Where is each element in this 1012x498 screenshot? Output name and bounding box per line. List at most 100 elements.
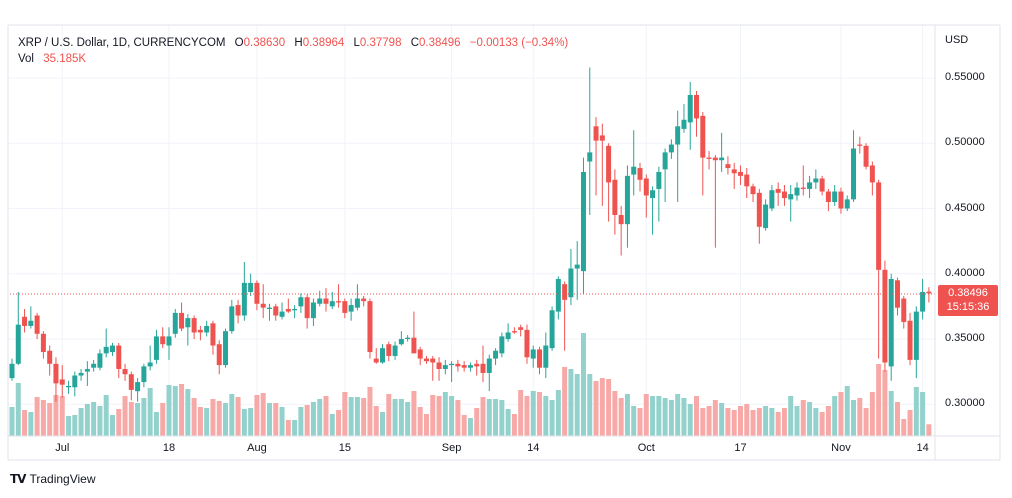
- candle-body: [342, 301, 348, 313]
- candle: [66, 380, 72, 394]
- volume-bar: [599, 378, 605, 436]
- candle-body: [273, 306, 279, 316]
- candle: [719, 132, 725, 172]
- candle-body: [851, 148, 857, 200]
- candle-body: [405, 337, 411, 339]
- volume-bar: [354, 397, 360, 436]
- volume-bar: [28, 412, 34, 436]
- volume-bar: [530, 391, 536, 436]
- candle: [423, 355, 429, 364]
- volume-bar: [486, 399, 492, 436]
- candle: [851, 130, 857, 202]
- candle-body: [863, 145, 869, 167]
- candle-body: [825, 191, 831, 202]
- candle-body: [28, 320, 34, 326]
- candle-body: [486, 358, 492, 373]
- volume-bar: [926, 424, 932, 436]
- candle: [411, 311, 417, 354]
- candle-body: [537, 349, 543, 368]
- candle: [455, 359, 461, 372]
- candle-body: [788, 194, 794, 200]
- candle: [763, 199, 769, 231]
- volume-bar: [254, 395, 260, 436]
- candle-body: [160, 336, 166, 345]
- candle-body: [166, 336, 172, 346]
- volume-bar: [524, 396, 530, 436]
- candle-body: [455, 363, 461, 367]
- volume-bar: [160, 403, 166, 436]
- candle-body: [386, 344, 392, 356]
- candle: [317, 290, 323, 307]
- volume-label[interactable]: Vol: [18, 53, 34, 65]
- candle-body: [72, 375, 78, 388]
- candle: [304, 294, 310, 329]
- candle: [662, 148, 668, 202]
- candle-body: [109, 345, 115, 353]
- candle: [882, 260, 888, 372]
- x-tick-label: 14: [916, 442, 929, 454]
- candle-body: [857, 144, 863, 146]
- candle: [392, 341, 398, 360]
- volume-bar: [91, 402, 97, 436]
- volume-bar: [819, 412, 825, 436]
- candle-body: [794, 187, 800, 196]
- candle: [229, 299, 235, 334]
- candle: [216, 340, 222, 375]
- candle-body: [260, 303, 266, 308]
- candle-body: [624, 175, 630, 225]
- candle: [744, 168, 750, 199]
- candle-body: [593, 126, 599, 141]
- volume-bar: [825, 406, 831, 436]
- candle: [530, 345, 536, 368]
- volume-bar: [266, 403, 272, 436]
- candle-body: [694, 94, 700, 119]
- candle-body: [474, 363, 480, 367]
- candle-body: [254, 282, 260, 304]
- candle-body: [34, 315, 40, 334]
- candle: [254, 280, 260, 311]
- volume-bar: [455, 400, 461, 436]
- candle-body: [493, 350, 499, 359]
- candle: [618, 205, 624, 256]
- candle: [122, 363, 128, 381]
- candle-body: [304, 297, 310, 319]
- volume-bar: [47, 403, 53, 436]
- candle: [116, 342, 122, 379]
- candle-body: [744, 174, 750, 187]
- candle: [650, 186, 656, 235]
- volume-bar: [675, 394, 681, 436]
- tradingview-logo[interactable]: 𝗧𝗩 TradingView: [10, 472, 96, 486]
- volume-bar: [405, 402, 411, 436]
- candle: [656, 166, 662, 222]
- candle: [800, 165, 806, 196]
- candle: [47, 345, 53, 376]
- brand-name: TradingView: [29, 472, 96, 486]
- volume-bar: [769, 408, 775, 436]
- volume-bar: [122, 396, 128, 436]
- candle-body: [323, 298, 329, 304]
- candle-body: [179, 312, 185, 329]
- volume-bar: [361, 398, 367, 436]
- candle: [518, 324, 524, 337]
- volume-bar: [279, 407, 285, 436]
- candle: [788, 185, 794, 222]
- candle: [681, 104, 687, 133]
- candle: [568, 248, 574, 306]
- candle-body: [907, 320, 913, 360]
- volume-bar: [555, 390, 561, 436]
- candle: [555, 276, 561, 320]
- x-tick-label: Nov: [831, 442, 851, 454]
- volume-bar: [386, 394, 392, 436]
- candle-body: [838, 191, 844, 209]
- volume-bar: [694, 396, 700, 436]
- volume-bar: [612, 391, 618, 436]
- candle-body: [731, 169, 737, 174]
- candle-body: [373, 358, 379, 363]
- candle-body: [612, 179, 618, 216]
- candle-body: [901, 298, 907, 323]
- symbol-title[interactable]: XRP / U.S. Dollar, 1D, CURRENCYCOM: [18, 37, 226, 49]
- x-tick-label: Jul: [55, 442, 70, 454]
- volume-bar: [643, 394, 649, 436]
- candle: [775, 182, 781, 206]
